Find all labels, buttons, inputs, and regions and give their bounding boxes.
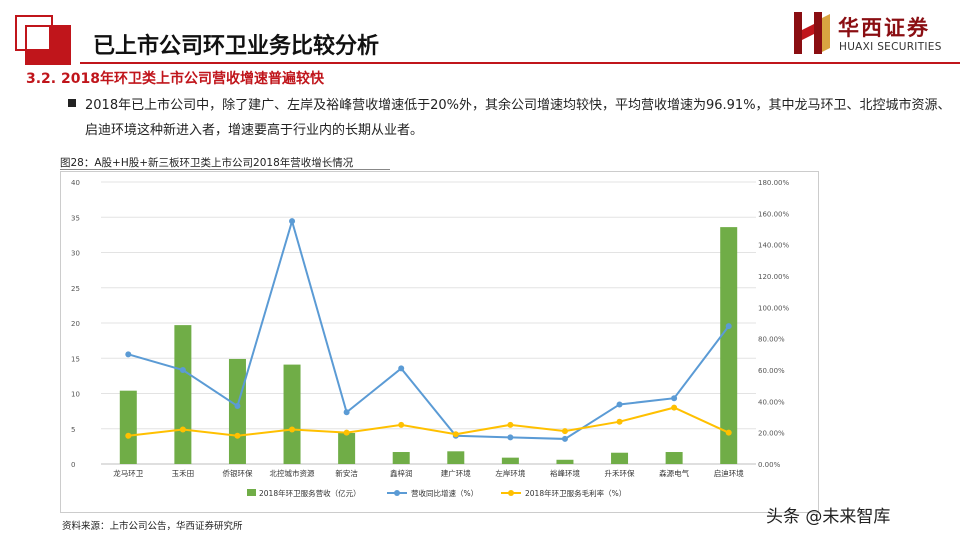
margin-point <box>671 404 678 411</box>
y-right-tick-label: 120.00% <box>758 273 789 281</box>
x-tick-label: 新安洁 <box>335 468 358 478</box>
x-tick-label: 玉禾田 <box>172 469 195 478</box>
growth-point <box>179 367 186 373</box>
logo-inner-square <box>27 27 49 49</box>
growth-point <box>125 351 132 358</box>
y-left-tick-label: 30 <box>71 250 80 258</box>
revenue-growth-chart: 0 5 10 15 20 25 30 35 40 0.00% 20.00% 40.00% 60.00% 8… <box>71 179 789 498</box>
margin-point <box>561 428 568 435</box>
page-title: 已上市公司环卫业务比较分析 <box>93 34 380 59</box>
bar-revenue <box>119 390 137 464</box>
x-tick-label: 启迪环境 <box>714 468 744 478</box>
y-right-tick-label: 140.00% <box>758 242 789 250</box>
legend-growth-marker <box>394 490 400 496</box>
growth-point <box>234 403 241 410</box>
x-tick-label: 升禾环保 <box>605 469 635 478</box>
y-right-tick-label: 60.00% <box>758 367 785 375</box>
y-right-tick-label: 40.00% <box>758 398 785 406</box>
margin-point <box>179 426 186 433</box>
bar-revenue <box>556 459 574 464</box>
x-tick-label: 北控城市资源 <box>270 468 315 478</box>
caption-underline <box>60 169 390 170</box>
y-right-tick-label: 180.00% <box>758 179 789 187</box>
growth-point <box>289 218 296 225</box>
y-right-tick-label: 80.00% <box>758 336 785 344</box>
margin-point <box>289 426 296 433</box>
y-left-tick-label: 20 <box>71 320 80 328</box>
bar-revenue <box>228 358 246 464</box>
y-right-tick-label: 0.00% <box>758 461 781 469</box>
brand-name-cn: 华西证券 <box>838 15 930 40</box>
growth-point <box>398 365 405 372</box>
x-tick-label: 建广环境 <box>441 468 471 478</box>
margin-point <box>343 429 350 436</box>
margin-line <box>128 406 730 437</box>
y-left-tick-label: 25 <box>71 285 80 293</box>
chart-frame: 0 5 10 15 20 25 30 35 40 0.00% 20.00% 40.00% 60.00% 8… <box>60 171 819 513</box>
growth-line <box>128 217 730 440</box>
bar-revenue <box>392 452 410 464</box>
growth-point <box>616 401 623 408</box>
growth-point <box>725 323 732 330</box>
growth-point <box>561 435 568 442</box>
margin-point <box>398 421 405 428</box>
x-tick-label: 森源电气 <box>659 468 689 478</box>
margin-point <box>725 429 732 436</box>
x-tick-label: 龙马环卫 <box>113 468 143 478</box>
brand-name-en: HUAXI SECURITIES <box>839 41 942 53</box>
watermark: 头条 @未来智库 <box>766 507 891 527</box>
bullet-square-icon <box>68 99 76 107</box>
x-tick-label: 鑫梓润 <box>390 468 413 478</box>
growth-point <box>343 409 350 416</box>
bar-revenue <box>447 451 465 464</box>
x-tick-label: 裕峰环境 <box>550 468 580 478</box>
margin-point <box>234 432 241 439</box>
bar-revenue <box>283 364 301 464</box>
title-divider <box>80 62 960 64</box>
bar-revenue <box>338 432 356 464</box>
y-right-tick-label: 100.00% <box>758 304 789 312</box>
y-left-tick-label: 10 <box>71 391 80 399</box>
legend-label-margin: 2018年环卫服务毛利率（%） <box>525 488 626 498</box>
brand-logo: 华西证券 HUAXI SECURITIES <box>790 8 955 60</box>
legend-bar-swatch <box>247 489 256 496</box>
x-tick-label: 左岸环境 <box>495 468 525 478</box>
huaxi-emblem-icon <box>794 12 830 54</box>
figure-caption: 图28：A股+H股+新三板环卫类上市公司2018年营收增长情况 <box>60 157 354 169</box>
bar-revenue <box>174 325 192 464</box>
section-title: 3.2. 2018年环卫类上市公司营收增速普遍较快 <box>26 71 324 87</box>
bar-revenue <box>611 452 629 464</box>
margin-point <box>452 431 459 438</box>
growth-point <box>507 434 514 441</box>
y-left-tick-label: 5 <box>71 426 75 434</box>
bar-revenue <box>665 452 683 464</box>
legend-label-revenue: 2018年环卫服务营收（亿元） <box>259 488 361 498</box>
y-left-tick-label: 0 <box>71 461 75 469</box>
y-right-tick-label: 20.00% <box>758 430 785 438</box>
bar-revenue <box>720 227 738 464</box>
y-left-tick-label: 15 <box>71 355 80 363</box>
legend-label-growth: 营收同比增速（%） <box>411 488 478 498</box>
header-logo-mark <box>15 15 71 65</box>
growth-point <box>671 395 678 402</box>
margin-point <box>507 421 514 428</box>
margin-point <box>125 432 132 439</box>
y-left-tick-label: 35 <box>71 214 80 222</box>
legend-margin-marker <box>508 490 514 496</box>
body-paragraph: 2018年已上市公司中，除了建广、左岸及裕峰营收增速低于20%外，其余公司增速均… <box>85 98 951 138</box>
logo-frame <box>15 15 53 51</box>
bar-revenue <box>501 457 519 464</box>
y-right-tick-label: 160.00% <box>758 210 789 218</box>
y-left-tick-label: 40 <box>71 179 80 187</box>
source-note: 资料来源：上市公司公告，华西证券研究所 <box>62 521 243 532</box>
x-tick-label: 侨银环保 <box>222 468 252 478</box>
margin-point <box>616 418 623 425</box>
